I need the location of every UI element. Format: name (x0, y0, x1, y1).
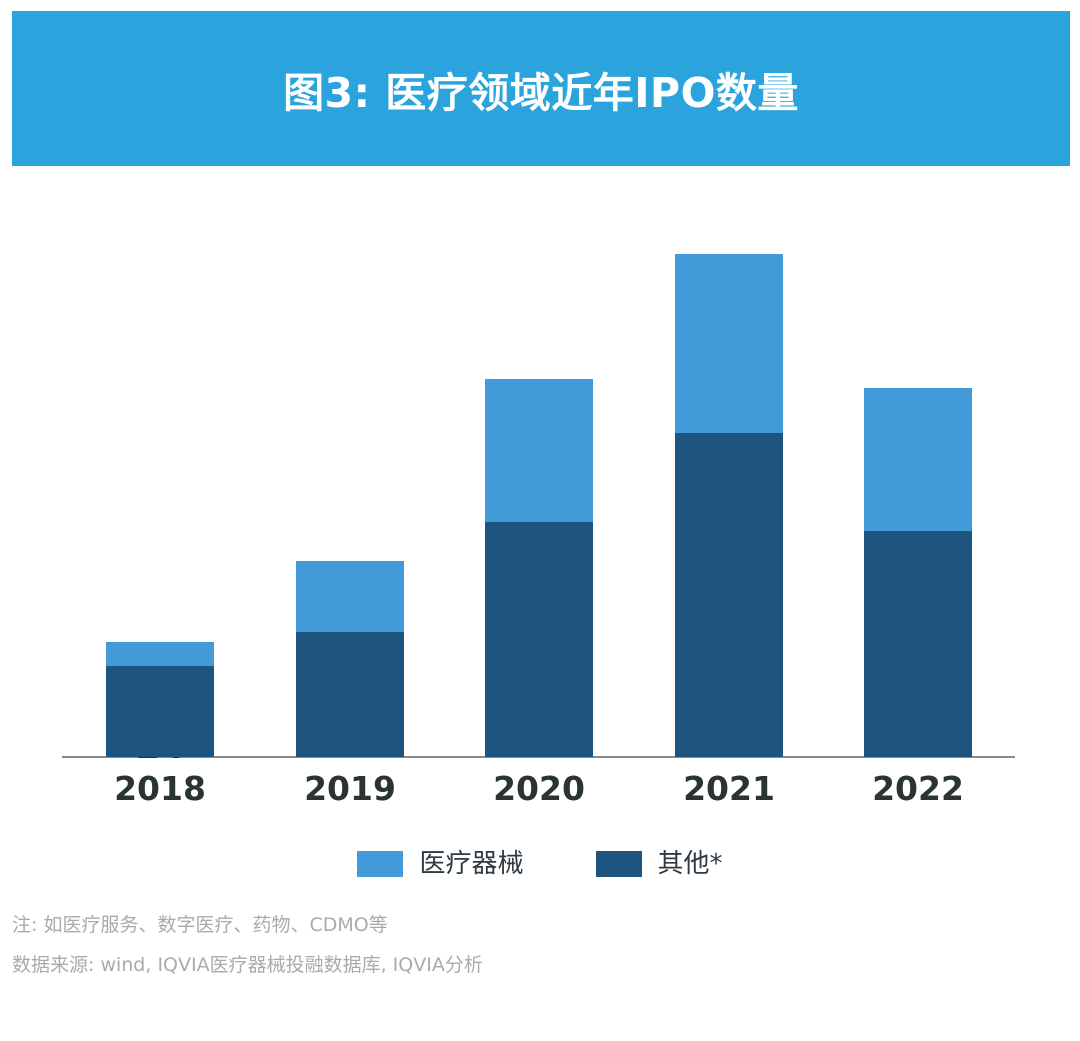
legend-swatch-medical-devices (357, 851, 404, 877)
bar-segment-medical-devices (106, 642, 214, 666)
chart-legend: 医疗器械 其他* (0, 851, 1080, 877)
bar-stack-2021[interactable] (675, 254, 783, 757)
bar-segment-medical-devices (485, 379, 593, 522)
bar-segment-medical-devices (864, 388, 972, 531)
x-axis-line (62, 756, 1015, 758)
x-axis-label-2022: 2022 (872, 769, 964, 808)
footnote-source: 数据来源: wind, IQVIA医疗器械投融数据库, IQVIA分析 (12, 954, 483, 976)
bar-stack-2018[interactable] (106, 642, 214, 757)
legend-label-medical-devices: 医疗器械 (419, 849, 524, 879)
bar-segment-other (296, 632, 404, 757)
chart-plot-area: 24 41 79 105 77 (0, 170, 1080, 770)
legend-item-medical-devices[interactable]: 医疗器械 (357, 849, 524, 879)
x-axis-label-2018: 2018 (114, 769, 206, 808)
header-banner: 图3: 医疗领域近年IPO数量 (12, 11, 1070, 166)
page-title: 图3: 医疗领域近年IPO数量 (283, 68, 799, 117)
x-axis-label-2019: 2019 (304, 769, 396, 808)
footnotes: 注: 如医疗服务、数字医疗、药物、CDMO等 数据来源: wind, IQVIA… (12, 916, 1012, 996)
bar-stack-2020[interactable] (485, 379, 593, 757)
bar-stack-2022[interactable] (864, 388, 972, 757)
bar-stack-2019[interactable] (296, 561, 404, 757)
legend-item-other[interactable]: 其他* (595, 849, 723, 879)
bar-segment-other (675, 433, 783, 757)
bar-segment-other (864, 531, 972, 757)
x-axis-label-2020: 2020 (493, 769, 585, 808)
bar-segment-medical-devices (296, 561, 404, 632)
x-axis-label-2021: 2021 (683, 769, 775, 808)
legend-swatch-other (595, 851, 642, 877)
legend-label-other: 其他* (657, 849, 723, 879)
footnote-note: 注: 如医疗服务、数字医疗、药物、CDMO等 (12, 914, 388, 936)
bar-segment-other (485, 522, 593, 757)
bar-segment-medical-devices (675, 254, 783, 433)
bar-segment-other (106, 666, 214, 757)
